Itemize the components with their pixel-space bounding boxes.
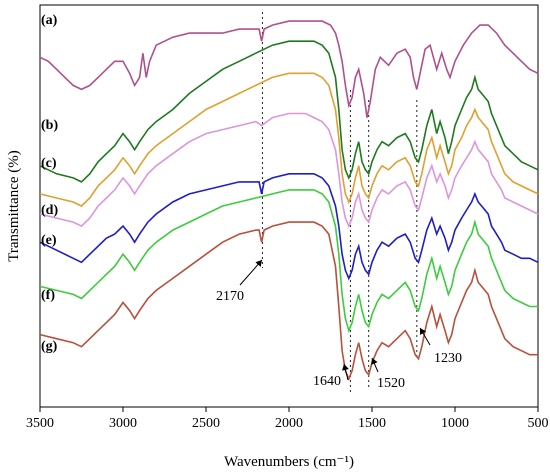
annotation-arrowhead xyxy=(371,358,378,365)
curve-label: (a) xyxy=(41,13,58,28)
series-line-0 xyxy=(39,20,539,118)
x-axis-label: Wavenumbers (cm⁻¹) xyxy=(224,454,354,470)
annotation-arrowhead xyxy=(255,260,262,267)
series-line-3 xyxy=(39,112,539,229)
annotation-label: 1640 xyxy=(313,374,341,389)
series-line-4 xyxy=(39,173,539,281)
annotation-arrowhead xyxy=(420,328,427,335)
peak-annotations: 2170 1640 1520 1230 xyxy=(216,259,462,391)
series-line-2 xyxy=(39,72,539,207)
annotation-arrowhead xyxy=(342,364,349,371)
series-line-6 xyxy=(39,221,538,381)
plot-frame xyxy=(39,4,539,408)
x-tick-label: 2500 xyxy=(192,416,220,431)
spectra-series xyxy=(39,20,539,381)
series-line-5 xyxy=(39,189,538,334)
x-tick-label: 1500 xyxy=(358,416,386,431)
annotation-label: 1230 xyxy=(434,351,462,366)
x-axis-ticks: 3500 3000 2500 2000 1500 1000 500 xyxy=(26,407,549,431)
curve-labels: (a) (b) (c) (d) (e) (f) (g) xyxy=(41,13,58,354)
curve-label: (g) xyxy=(41,339,58,354)
annotation-label: 2170 xyxy=(216,289,244,304)
curve-label: (c) xyxy=(41,156,57,171)
series-line-1 xyxy=(39,40,539,183)
x-tick-label: 500 xyxy=(528,416,549,431)
curve-label: (e) xyxy=(41,233,57,248)
x-tick-label: 3500 xyxy=(26,416,54,431)
curve-label: (f) xyxy=(41,288,55,303)
reference-lines xyxy=(261,12,418,395)
y-axis-label: Transmittance (%) xyxy=(6,150,22,262)
annotation-label: 1520 xyxy=(377,376,405,391)
x-tick-label: 2000 xyxy=(275,416,303,431)
x-tick-label: 1000 xyxy=(441,416,469,431)
curve-label: (b) xyxy=(41,118,58,133)
x-tick-label: 3000 xyxy=(109,416,137,431)
curve-label: (d) xyxy=(41,203,58,218)
